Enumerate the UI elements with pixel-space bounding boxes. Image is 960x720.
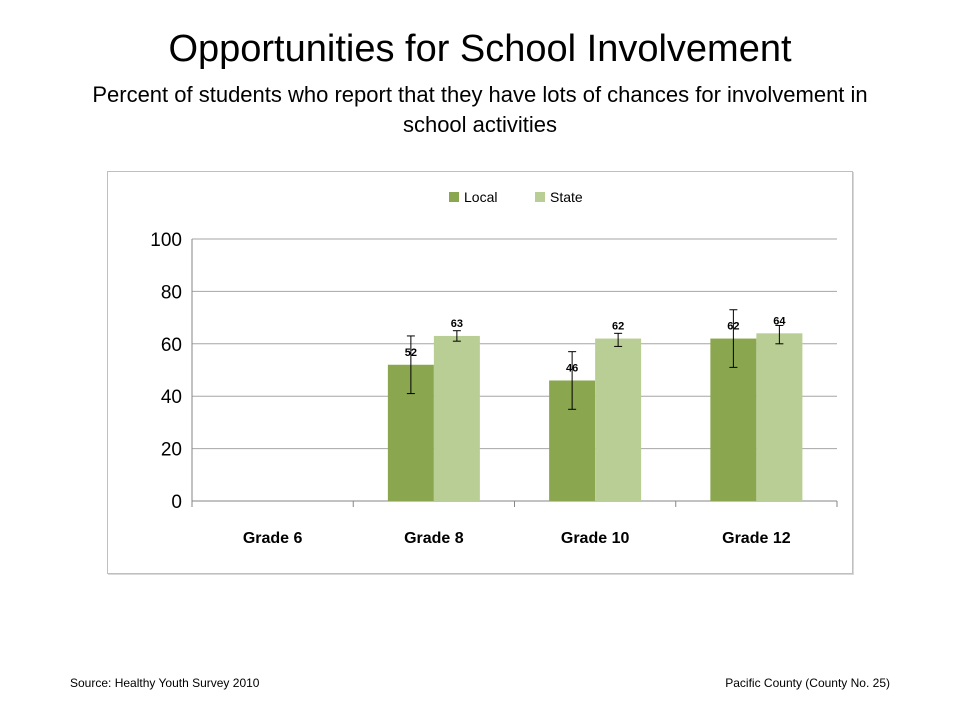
data-label: 52 bbox=[405, 347, 417, 359]
county-note: Pacific County (County No. 25) bbox=[725, 676, 890, 690]
x-tick-label: Grade 8 bbox=[404, 530, 464, 547]
chart-area: 0 20 40 60 80 100 Grade 6 Grade 8 Grade 10 Grade … bbox=[107, 171, 853, 574]
y-tick-label: 0 bbox=[171, 492, 182, 513]
bar-state bbox=[433, 335, 480, 501]
data-label: 62 bbox=[727, 321, 739, 333]
legend-label-state: State bbox=[550, 189, 583, 205]
y-tick-label: 40 bbox=[161, 387, 182, 408]
x-tick-label: Grade 12 bbox=[722, 530, 791, 547]
data-label: 62 bbox=[612, 321, 624, 333]
legend-swatch-local bbox=[449, 192, 459, 202]
y-tick-label: 20 bbox=[161, 440, 182, 461]
y-tick-label: 60 bbox=[161, 335, 182, 356]
y-tick-label: 80 bbox=[161, 282, 182, 303]
slide-subtitle: Percent of students who report that they… bbox=[92, 82, 868, 137]
bar-state bbox=[595, 338, 642, 501]
bar-chart: 0 20 40 60 80 100 Grade 6 Grade 8 Grade 10 Grade … bbox=[150, 189, 838, 547]
data-label: 46 bbox=[566, 362, 578, 374]
x-tick-label: Grade 10 bbox=[561, 530, 630, 547]
x-tick-label: Grade 6 bbox=[243, 530, 303, 547]
y-tick-label: 100 bbox=[150, 230, 182, 251]
source-note: Source: Healthy Youth Survey 2010 bbox=[70, 676, 260, 690]
legend-label-local: Local bbox=[464, 189, 497, 205]
data-label: 63 bbox=[451, 318, 463, 330]
slide-title: Opportunities for School Involvement bbox=[168, 28, 792, 70]
legend-swatch-state bbox=[535, 192, 545, 202]
data-label: 64 bbox=[773, 315, 786, 327]
bar-state bbox=[756, 333, 803, 501]
